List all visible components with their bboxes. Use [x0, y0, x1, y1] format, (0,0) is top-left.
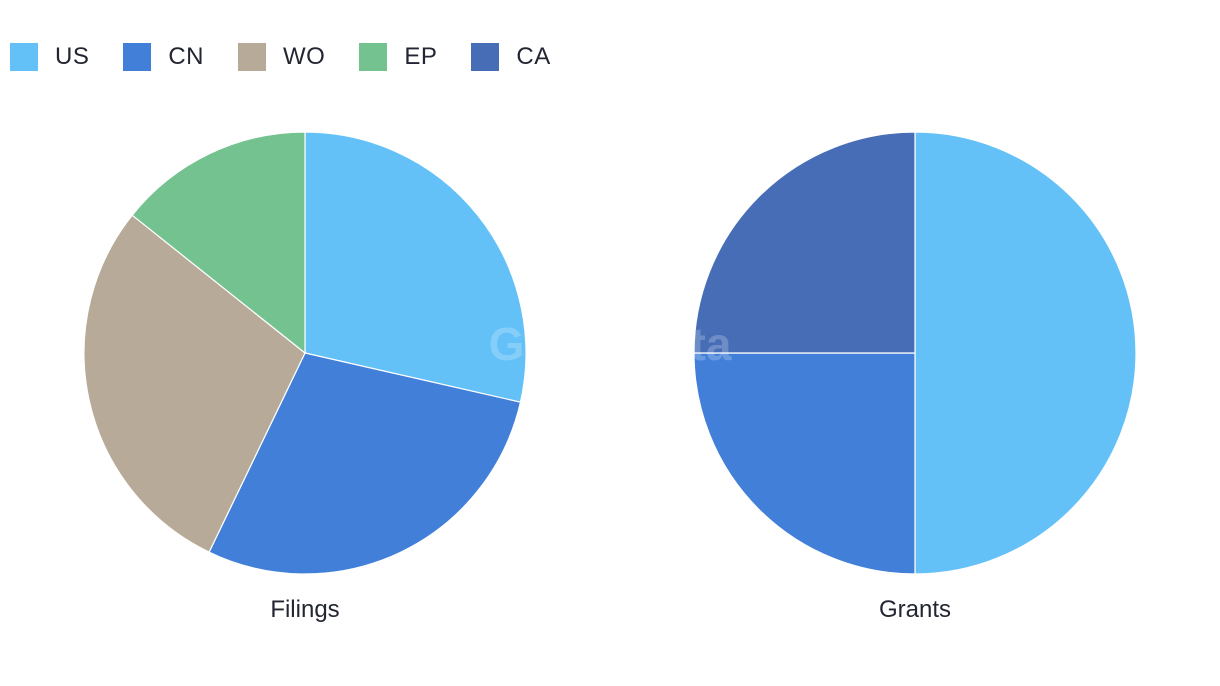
pie-title-filings: Filings — [270, 596, 339, 623]
pie-slice-filings-ep[interactable] — [131, 131, 306, 354]
legend-label-us: US — [55, 43, 90, 70]
pie-slice-grants-cn[interactable] — [693, 352, 916, 575]
pie-title-grants: Grants — [879, 596, 951, 623]
legend-swatch-wo — [238, 43, 267, 71]
watermark: GlobalData — [489, 318, 732, 370]
pie-chart-grants: Grants — [693, 131, 1137, 623]
legend-item-cn[interactable]: CN — [123, 42, 204, 72]
legend-swatch-cn — [123, 43, 152, 71]
legend-label-wo: WO — [283, 43, 326, 70]
pie-chart-filings: Filings — [83, 131, 527, 623]
pie-slice-filings-us[interactable] — [304, 131, 527, 403]
legend-label-ep: EP — [404, 43, 438, 70]
legend-item-ca[interactable]: CA — [471, 42, 550, 72]
legend-item-wo[interactable]: WO — [238, 42, 325, 72]
legend-item-us[interactable]: US — [10, 42, 89, 72]
pie-slice-grants-us[interactable] — [914, 131, 1137, 575]
legend-swatch-us — [10, 43, 38, 71]
pie-slice-grants-ca[interactable] — [693, 131, 916, 354]
legend-item-ep[interactable]: EP — [359, 42, 437, 72]
legend: US CN WO EP CA — [10, 42, 585, 72]
legend-swatch-ep — [359, 43, 388, 71]
pie-slice-filings-cn[interactable] — [208, 352, 522, 575]
legend-label-ca: CA — [516, 43, 551, 70]
legend-label-cn: CN — [168, 43, 205, 70]
pie-slice-filings-wo[interactable] — [83, 214, 306, 553]
legend-swatch-ca — [471, 43, 500, 71]
